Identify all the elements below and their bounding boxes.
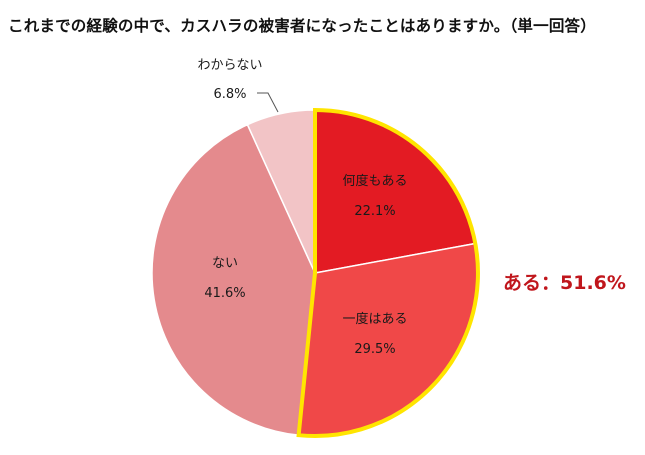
- slice-label-unknown: わからない: [197, 58, 262, 73]
- highlight-callout: ある：51.6%: [503, 272, 626, 294]
- slice-value-unknown: 6.8%: [213, 87, 246, 102]
- slice-value-many-times: 22.1%: [354, 204, 395, 219]
- pie-slice-once: [297, 242, 479, 437]
- slice-value-once: 29.5%: [354, 342, 395, 357]
- slice-label-once: 一度はある: [342, 311, 407, 327]
- leader-line: [257, 92, 279, 113]
- pie-labels: 何度もある 22.1% 一度はある 29.5% ない 41.6% わからない 6.8%: [197, 58, 407, 357]
- pie-slice-never: [151, 123, 316, 437]
- slice-value-never: 41.6%: [204, 286, 245, 301]
- slice-label-never: ない: [212, 256, 238, 271]
- chart-title: これまでの経験の中で、カスハラの被害者になったことはありますか。（単一回答）: [8, 17, 596, 35]
- slice-label-many-times: 何度もある: [342, 173, 407, 189]
- highlight-outline: [296, 107, 480, 438]
- pie-slices: [151, 107, 480, 438]
